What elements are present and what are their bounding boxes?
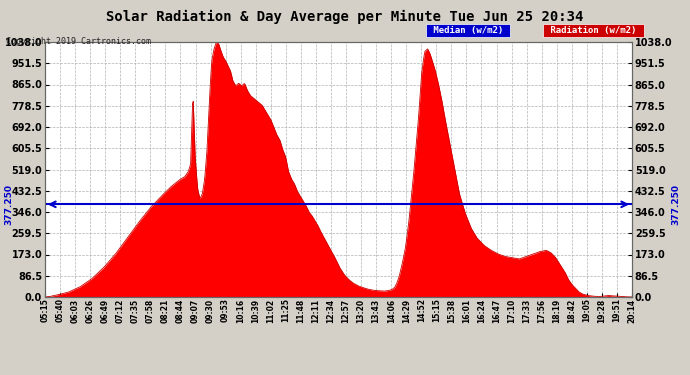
Text: 377.250: 377.250	[4, 184, 13, 225]
Text: Radiation (w/m2): Radiation (w/m2)	[545, 26, 642, 35]
Text: 377.250: 377.250	[671, 184, 680, 225]
Text: Solar Radiation & Day Average per Minute Tue Jun 25 20:34: Solar Radiation & Day Average per Minute…	[106, 10, 584, 24]
Text: Median (w/m2): Median (w/m2)	[428, 26, 509, 35]
Text: Copyright 2019 Cartronics.com: Copyright 2019 Cartronics.com	[6, 38, 150, 46]
